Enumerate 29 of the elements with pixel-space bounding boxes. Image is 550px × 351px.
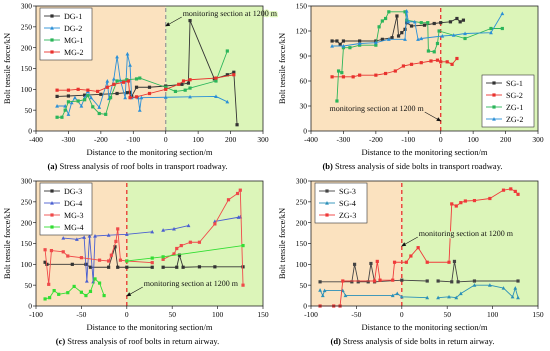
text: (c) Stress analysis of roof bolts in return airway. bbox=[56, 336, 220, 346]
annotation: monitoring section at 1200 m bbox=[329, 104, 424, 113]
text: (a) Stress analysis of roof bolts in transport roadway. bbox=[47, 161, 228, 171]
text: (b) Stress analysis of side bolts in transport roadway. bbox=[322, 161, 503, 171]
x-axis-title: Distance to the monitoring section/m bbox=[86, 322, 213, 332]
legend-label: SG-4 bbox=[339, 199, 356, 208]
y-axis-title: Bolt tensile force/kN bbox=[2, 32, 12, 104]
legend-label: DG-1 bbox=[64, 12, 82, 21]
legend-label: SG-2 bbox=[506, 91, 523, 100]
legend-label: ZG-1 bbox=[506, 103, 524, 112]
y-axis-title: Bolt tensile force/kN bbox=[277, 32, 287, 104]
text: (d) Stress analysis of side bolts in return airway. bbox=[330, 336, 494, 346]
y-axis-title: Bolt tensile force/kN bbox=[2, 208, 12, 280]
legend-label: DG-4 bbox=[64, 199, 82, 208]
legend-label: SG-3 bbox=[339, 187, 356, 196]
legend-label: DG-3 bbox=[64, 187, 82, 196]
legend-label: ZG-2 bbox=[506, 115, 524, 124]
annotation: monitoring section at 1200 m bbox=[144, 279, 239, 288]
legend-label: MG-4 bbox=[64, 223, 84, 232]
y-axis-title: Bolt tensile force/kN bbox=[277, 208, 287, 280]
legend-label: MG-1 bbox=[64, 36, 84, 45]
legend-label: ZG-3 bbox=[339, 211, 356, 220]
legend-label: DG-2 bbox=[64, 24, 82, 33]
legend-label: MG-3 bbox=[64, 211, 84, 220]
x-axis-title: Distance to the monitoring section/m bbox=[86, 147, 213, 157]
legend-label: MG-2 bbox=[64, 48, 84, 57]
x-axis-title: Distance to the monitoring section/m bbox=[361, 147, 488, 157]
legend-label: SG-1 bbox=[506, 79, 523, 88]
x-axis-title: Distance to the monitoring section/m bbox=[361, 322, 488, 332]
